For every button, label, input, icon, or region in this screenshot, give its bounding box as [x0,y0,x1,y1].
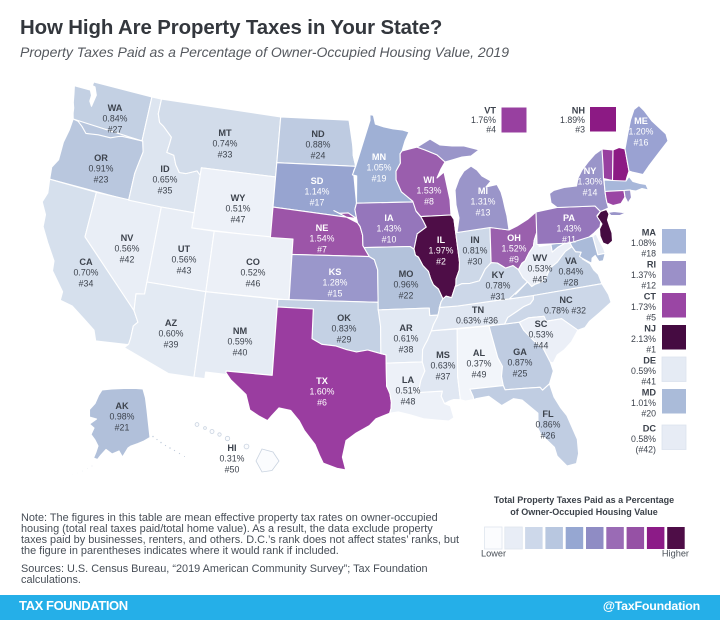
svg-text:VT1.76%#4: VT 1.76% #4 [471,106,496,135]
svg-text:MS0.63%#37: MS 0.63% #37 [431,350,456,381]
svg-text:WY0.51%#47: WY 0.51% #47 [226,193,251,224]
svg-text:IA1.43%#10: IA 1.43% #10 [377,213,402,244]
svg-text:GA0.87%#25: GA 0.87% #25 [508,347,533,378]
svg-text:NY1.30%#14: NY 1.30% #14 [578,166,603,197]
svg-text:WV0.53%#45: WV 0.53% #45 [528,253,553,284]
svg-text:MD1.01%#20: MD 1.01% #20 [631,388,656,419]
svg-text:NC0.78% #32: NC 0.78% #32 [544,295,586,316]
svg-text:AL0.37%#49: AL 0.37% #49 [467,348,492,379]
svg-text:HI0.31%#50: HI 0.31% #50 [220,443,245,474]
svg-text:ND0.88%#24: ND 0.88% #24 [306,129,331,160]
svg-text:TN0.63% #36: TN 0.63% #36 [456,305,498,326]
svg-text:OK0.83%#29: OK 0.83% #29 [332,313,357,344]
svg-text:KS1.28%#15: KS 1.28% #15 [323,267,348,298]
svg-text:UT0.56%#43: UT 0.56% #43 [172,244,197,275]
svg-text:NV0.56%#42: NV 0.56% #42 [115,233,140,264]
svg-text:PA1.43%#11: PA 1.43% #11 [557,213,582,244]
svg-text:ID0.65%#35: ID 0.65% #35 [153,164,178,195]
svg-text:MT0.74%#33: MT 0.74% #33 [213,128,238,159]
svg-text:CT1.73%#5: CT 1.73% #5 [631,292,656,323]
svg-text:SC0.53%#44: SC 0.53% #44 [529,319,554,350]
svg-text:Total Property Taxes Paid as a: Total Property Taxes Paid as a Percentag… [494,495,674,505]
svg-text:NE1.54%#7: NE 1.54% #7 [310,223,335,254]
svg-text:CO0.52%#46: CO 0.52% #46 [241,257,266,288]
svg-text:LA0.51%#48: LA 0.51% #48 [396,375,421,406]
svg-text:RI1.37%#12: RI 1.37% #12 [631,260,656,291]
svg-text:SD1.14%#17: SD 1.14% #17 [305,176,330,207]
svg-text:MI1.31%#13: MI 1.31% #13 [471,186,496,217]
svg-text:AR0.61%#38: AR 0.61% #38 [394,323,419,354]
svg-text:MO0.96%#22: MO 0.96% #22 [394,269,419,300]
svg-text:DE0.59%#41: DE 0.59% #41 [631,356,656,387]
svg-text:AK0.98%#21: AK 0.98% #21 [110,401,135,432]
svg-text:NH1.89%#3: NH 1.89% #3 [560,106,585,135]
svg-text:Higher: Higher [662,549,689,559]
svg-text:OR0.91%#23: OR 0.91% #23 [89,153,114,184]
svg-text:NJ2.13%#1: NJ 2.13% #1 [631,324,656,355]
svg-text:KY0.78%#31: KY 0.78% #31 [486,270,511,301]
svg-text:IL1.97%#2: IL 1.97% #2 [429,235,454,266]
svg-text:WI1.53%#8: WI 1.53% #8 [417,175,442,206]
svg-text:of Owner-Occupied Housing Valu: of Owner-Occupied Housing Value [510,507,658,517]
svg-text:AZ0.60%#39: AZ 0.60% #39 [159,318,184,349]
svg-text:DC0.58%(#42): DC 0.58% (#42) [631,424,656,455]
svg-text:CA0.70%#34: CA 0.70% #34 [74,257,99,288]
svg-text:Lower: Lower [481,549,506,559]
svg-text:ME1.20%#16: ME 1.20% #16 [629,116,654,147]
svg-text:IN0.81%#30: IN 0.81% #30 [463,235,488,266]
svg-text:VA0.84%#28: VA 0.84% #28 [559,256,584,287]
svg-text:WA0.84%#27: WA 0.84% #27 [103,103,128,134]
svg-text:MA1.08%#18: MA 1.08% #18 [631,228,656,259]
svg-text:FL0.86%#26: FL 0.86% #26 [536,409,561,440]
svg-text:MN1.05%#19: MN 1.05% #19 [367,152,392,183]
svg-text:NM0.59%#40: NM 0.59% #40 [228,326,253,357]
svg-text:OH1.52%#9: OH 1.52% #9 [502,233,527,264]
svg-text:TX1.60%#6: TX 1.60% #6 [310,376,335,407]
